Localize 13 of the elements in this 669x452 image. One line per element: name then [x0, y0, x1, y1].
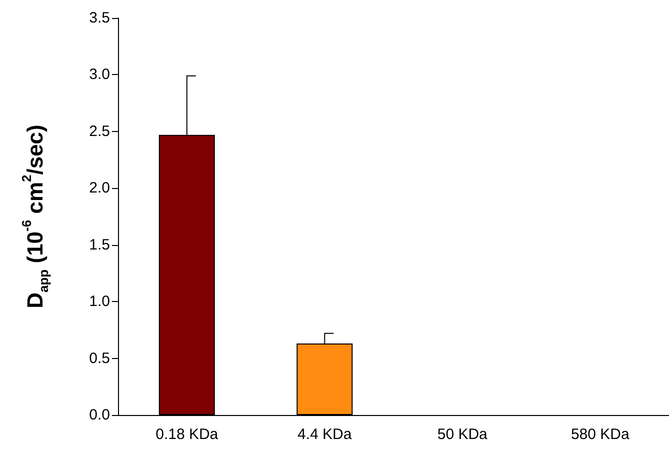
y-tick-label: 3.5: [89, 10, 110, 26]
x-tick-label: 4.4 KDa: [298, 426, 352, 443]
y-tick-label: 1.5: [89, 236, 110, 254]
y-tick-label: 0.0: [89, 406, 110, 424]
y-tick-label: 3.0: [89, 66, 110, 84]
y-axis-title: Dapp (10-6 cm2/sec): [19, 124, 51, 308]
x-tick-label: 50 KDa: [437, 426, 488, 443]
x-tick-label: 0.18 KDa: [156, 426, 219, 443]
y-tick-label: 2.0: [89, 180, 110, 197]
y-tick-label: 2.5: [89, 122, 110, 140]
x-tick-label: 580 KDa: [570, 426, 630, 443]
y-tick-label: 0.5: [89, 350, 110, 367]
y-tick-label: 1.0: [89, 293, 110, 310]
